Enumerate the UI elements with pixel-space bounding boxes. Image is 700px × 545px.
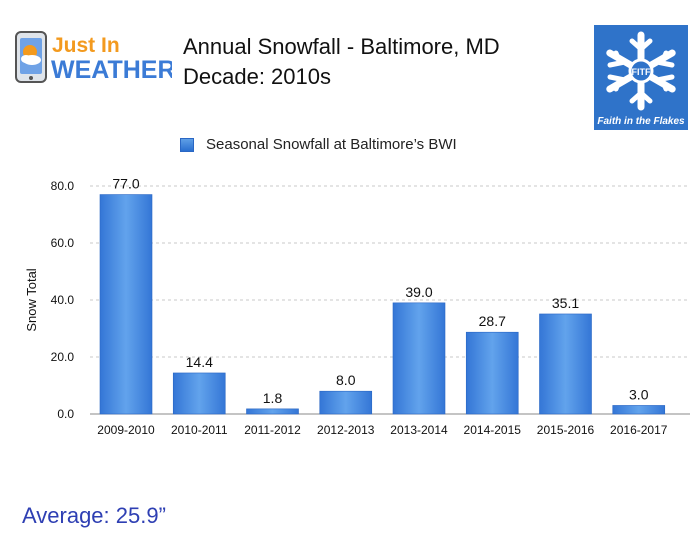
- chart-title-block: Annual Snowfall - Baltimore, MD Decade: …: [183, 32, 500, 92]
- logo-line2: WEATHER: [51, 56, 172, 84]
- x-tick-label-2013-2014: 2013-2014: [390, 423, 448, 437]
- data-label-2015-2016: 35.1: [552, 295, 579, 311]
- x-tick-label-2014-2015: 2014-2015: [464, 423, 522, 437]
- y-axis-label: Snow Total: [24, 268, 39, 331]
- y-tick-label: 80.0: [51, 179, 75, 193]
- data-label-2011-2012: 1.8: [263, 390, 283, 406]
- bar-2012-2013: [319, 390, 373, 415]
- logo-line1: Just In: [52, 34, 120, 57]
- y-tick-label: 60.0: [51, 236, 75, 250]
- data-label-2010-2011: 14.4: [186, 354, 213, 370]
- legend-label: Seasonal Snowfall at Baltimore’s BWI: [206, 136, 457, 153]
- bar-2014-2015: [465, 331, 519, 415]
- data-label-2016-2017: 3.0: [629, 386, 649, 402]
- data-label-2013-2014: 39.0: [405, 284, 432, 300]
- y-tick-label: 0.0: [57, 407, 74, 421]
- faith-in-the-flakes-logo: FITF Faith in the Flakes: [594, 25, 688, 130]
- page-subtitle: Decade: 2010s: [183, 64, 331, 89]
- average-text: Average: 25.9”: [22, 503, 166, 528]
- bar-2016-2017: [612, 405, 666, 415]
- x-tick-label-2016-2017: 2016-2017: [610, 423, 668, 437]
- logo-center-text: FITF: [632, 67, 651, 77]
- bar-2013-2014: [392, 302, 446, 415]
- logo-arc-text: Faith in the Flakes: [597, 116, 685, 127]
- data-label-2014-2015: 28.7: [479, 313, 506, 329]
- y-tick-label: 40.0: [51, 293, 75, 307]
- chart-labels: 0.0 20.0 40.0 60.0 80.0 77.0 2009-2010 14.4 2010…: [51, 176, 668, 437]
- x-tick-label-2010-2011: 2010-2011: [171, 423, 228, 437]
- bar-2015-2016: [539, 313, 592, 415]
- y-tick-label: 20.0: [51, 350, 75, 364]
- bar-2011-2012: [246, 408, 299, 415]
- bar-2009-2010: [99, 194, 153, 415]
- legend-swatch: [180, 137, 194, 152]
- page-title: Annual Snowfall - Baltimore, MD: [183, 34, 500, 59]
- x-tick-label-2012-2013: 2012-2013: [317, 423, 375, 437]
- data-label-2012-2013: 8.0: [336, 372, 356, 388]
- chart-bars: [99, 194, 666, 415]
- just-in-weather-logo: Just In WEATHER: [15, 31, 172, 84]
- chart-legend: Seasonal Snowfall at Baltimore’s BWI: [180, 136, 457, 153]
- bar-2010-2011: [172, 372, 226, 415]
- x-tick-label-2011-2012: 2011-2012: [244, 423, 301, 437]
- x-tick-label-2009-2010: 2009-2010: [97, 423, 155, 437]
- phone-weather-icon: [15, 31, 47, 83]
- data-label-2009-2010: 77.0: [112, 176, 139, 192]
- x-tick-label-2015-2016: 2015-2016: [537, 423, 595, 437]
